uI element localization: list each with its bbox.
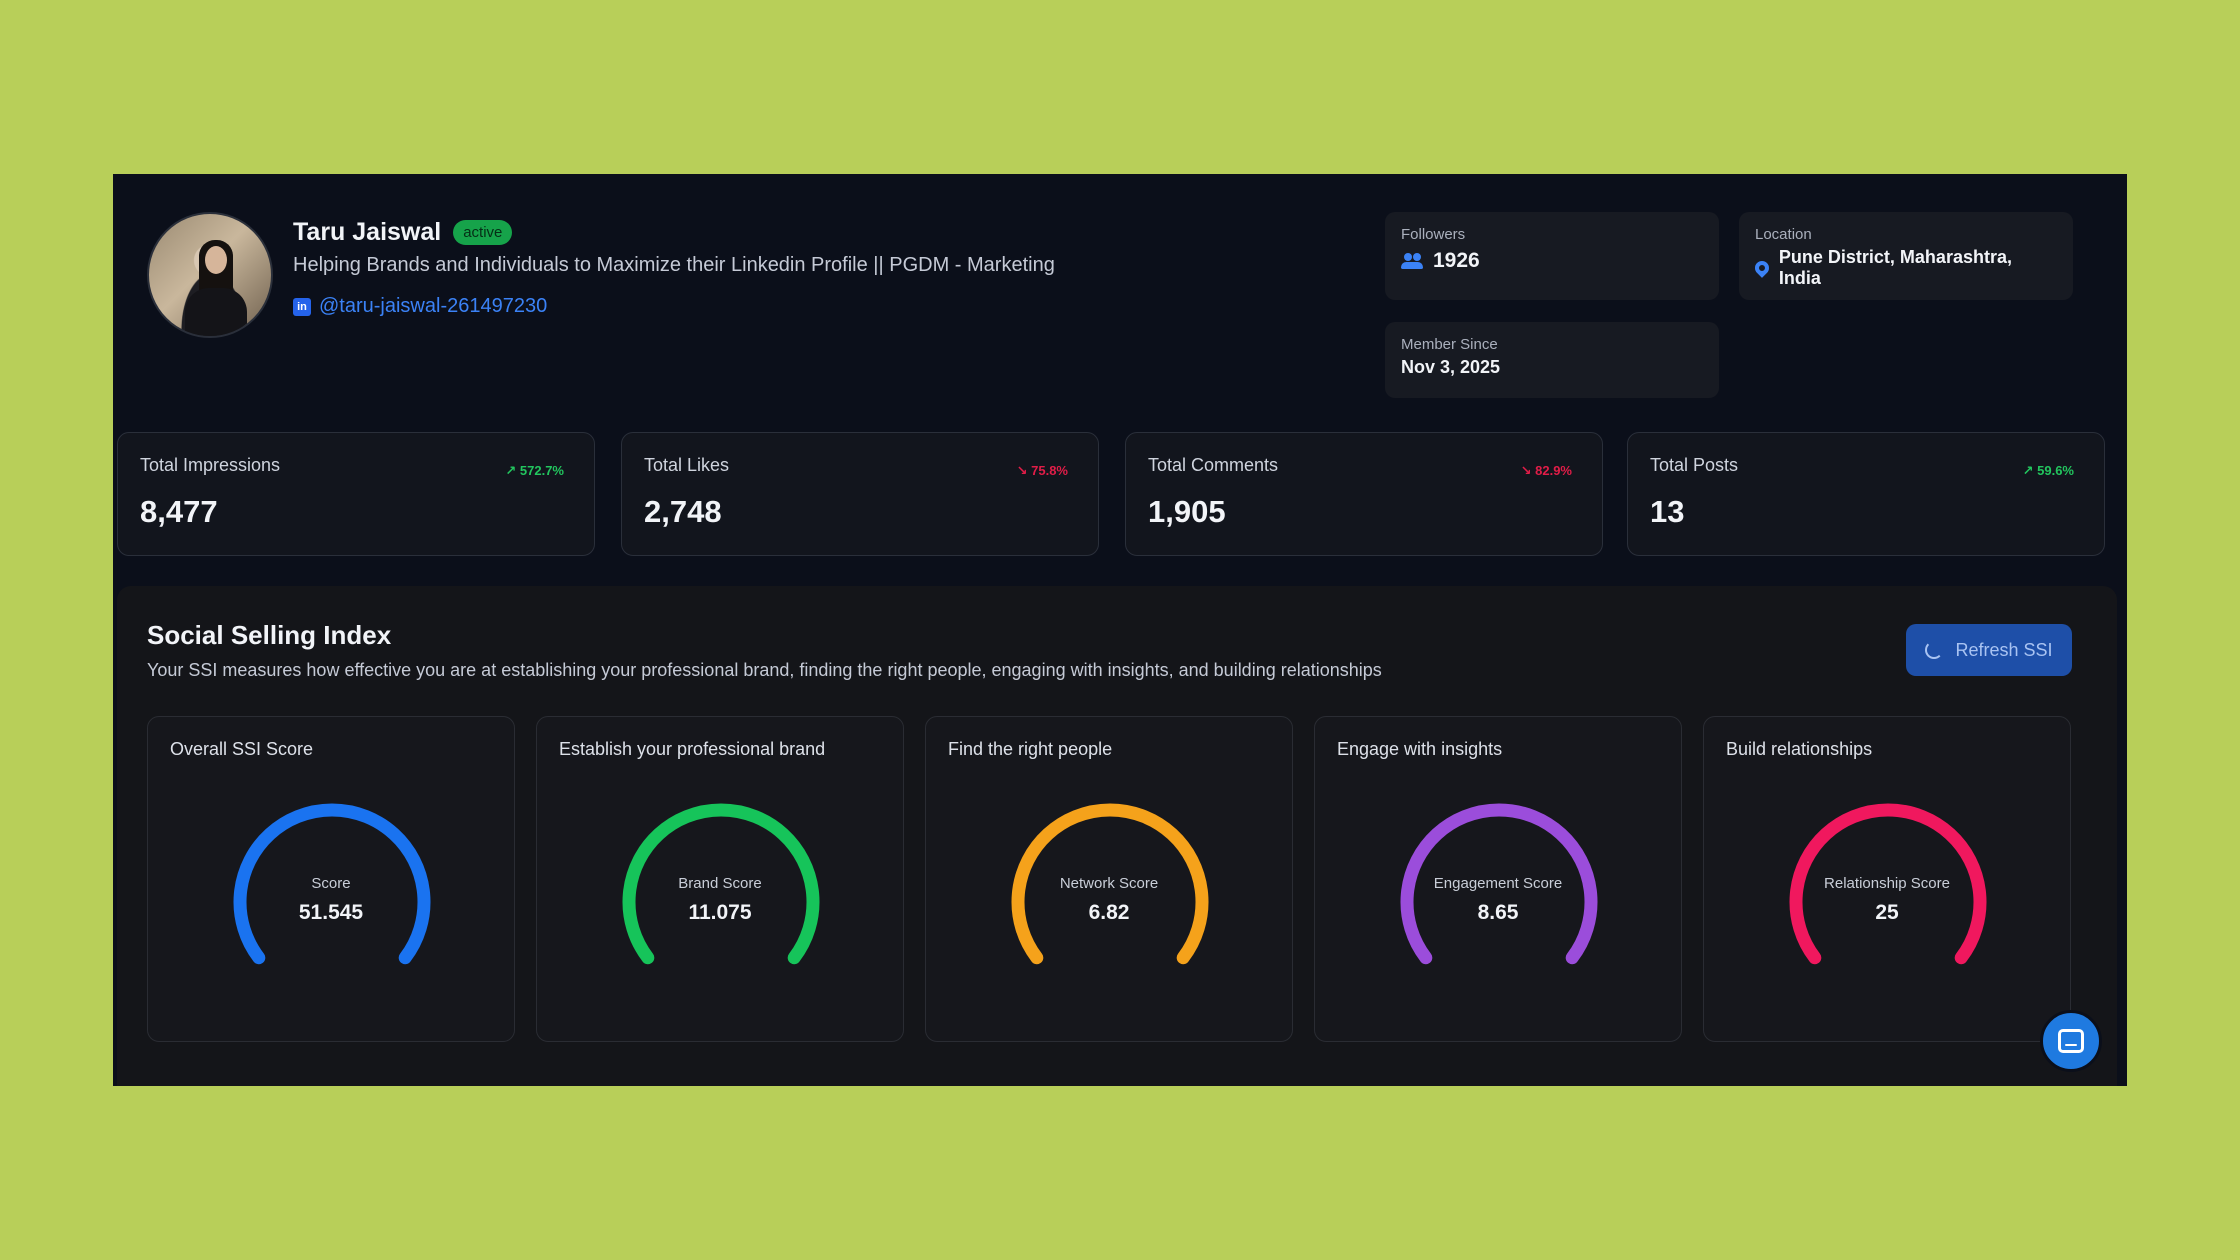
stat-label: Total Impressions bbox=[140, 455, 281, 475]
gauge-label: Engagement Score bbox=[1433, 875, 1563, 892]
followers-card: Followers 1926 bbox=[1385, 212, 1719, 300]
refresh-ssi-button[interactable]: Refresh SSI bbox=[1906, 624, 2072, 676]
stat-value: 2,748 bbox=[644, 494, 722, 529]
stat-value: 1,905 bbox=[1148, 494, 1226, 529]
location-value: Pune District, Maharashtra, India bbox=[1778, 247, 2012, 288]
stat-delta: ↘ 75.8% bbox=[1016, 463, 1068, 478]
gauge-arc-network bbox=[1011, 803, 1209, 965]
users-icon bbox=[1401, 253, 1423, 269]
stat-label: Total Posts bbox=[1650, 455, 1739, 475]
gauge-arc-relationship bbox=[1789, 803, 1987, 965]
profile-handle-link[interactable]: @taru-jaiswal-261497230 bbox=[319, 295, 548, 317]
followers-value-row: 1926 bbox=[1401, 249, 1703, 273]
gauge-label: Relationship Score bbox=[1824, 875, 1950, 892]
chat-icon bbox=[2058, 1029, 2084, 1053]
gauge-label: Score bbox=[311, 875, 351, 892]
stat-value: 13 bbox=[1650, 494, 1685, 529]
ssi-title: Social Selling Index bbox=[147, 620, 392, 650]
gauge-arc bbox=[1789, 803, 1987, 965]
location-card: Location Pune District, Maharashtra, Ind… bbox=[1739, 212, 2073, 300]
gauge-arc bbox=[233, 803, 431, 965]
gauge-label: Brand Score bbox=[678, 875, 762, 892]
followers-label: Followers bbox=[1401, 226, 1466, 243]
followers-value: 1926 bbox=[1433, 249, 1480, 272]
member-since-label: Member Since bbox=[1401, 336, 1498, 353]
profile-name: Taru Jaiswal bbox=[293, 218, 442, 246]
gauge-arc-overall bbox=[233, 803, 431, 965]
gauge-arc bbox=[622, 803, 820, 965]
stat-card-likes: Total Likes 2,748 ↘ 75.8% bbox=[621, 432, 1099, 556]
gauge-card-brand: Establish your professional brand Brand … bbox=[536, 716, 904, 1042]
gauge-title: Engage with insights bbox=[1337, 739, 1503, 759]
stat-value: 8,477 bbox=[140, 494, 218, 529]
stat-delta: ↘ 82.9% bbox=[1520, 463, 1572, 478]
gauge-card-overall: Overall SSI Score Score 51.545 bbox=[147, 716, 515, 1042]
gauge-value: 51.545 bbox=[298, 901, 364, 924]
gauge-value: 6.82 bbox=[1088, 901, 1130, 924]
profile-avatar bbox=[147, 212, 273, 338]
chat-button[interactable] bbox=[2040, 1010, 2102, 1072]
gauge-arc bbox=[1011, 803, 1209, 965]
gauge-title: Overall SSI Score bbox=[170, 739, 314, 759]
refresh-ssi-label: Refresh SSI bbox=[1955, 639, 2053, 660]
stat-card-posts: Total Posts 13 ↗ 59.6% bbox=[1627, 432, 2105, 556]
map-pin-icon bbox=[1752, 258, 1772, 278]
gauge-value: 8.65 bbox=[1477, 901, 1519, 924]
profile-name-row: Taru Jaiswal active bbox=[293, 218, 513, 247]
location-label: Location bbox=[1755, 226, 1812, 243]
gauge-title: Establish your professional brand bbox=[559, 739, 826, 759]
stat-delta: ↗ 59.6% bbox=[2022, 463, 2074, 478]
gauge-title: Build relationships bbox=[1726, 739, 1873, 759]
location-value-row: Pune District, Maharashtra, India bbox=[1752, 247, 2057, 289]
gauge-arc-engagement bbox=[1400, 803, 1598, 965]
gauge-arc-brand bbox=[622, 803, 820, 965]
profile-link[interactable]: in @taru-jaiswal-261497230 bbox=[293, 295, 547, 318]
member-since-value: Nov 3, 2025 bbox=[1401, 357, 1501, 377]
stat-label: Total Likes bbox=[644, 455, 730, 475]
gauge-title: Find the right people bbox=[948, 739, 1113, 759]
linkedin-icon: in bbox=[293, 297, 311, 316]
member-since-card: Member Since Nov 3, 2025 bbox=[1385, 322, 1719, 398]
stat-label: Total Comments bbox=[1148, 455, 1279, 475]
gauge-value: 25 bbox=[1875, 901, 1899, 924]
ssi-description: Your SSI measures how effective you are … bbox=[147, 660, 1382, 680]
gauge-arc bbox=[1400, 803, 1598, 965]
stat-card-comments: Total Comments 1,905 ↘ 82.9% bbox=[1125, 432, 1603, 556]
ssi-section: Social Selling Index Your SSI measures h… bbox=[117, 586, 2117, 1086]
gauge-label: Network Score bbox=[1059, 875, 1159, 892]
gauge-card-network: Find the right people Network Score 6.82 bbox=[925, 716, 1293, 1042]
spinner-icon bbox=[1925, 641, 1944, 659]
stat-delta: ↗ 572.7% bbox=[505, 463, 564, 478]
gauge-value: 11.075 bbox=[688, 901, 752, 924]
stat-card-impressions: Total Impressions 8,477 ↗ 572.7% bbox=[117, 432, 595, 556]
dashboard-window: Taru Jaiswal active Helping Brands and I… bbox=[113, 174, 2127, 1086]
profile-headline: Helping Brands and Individuals to Maximi… bbox=[293, 254, 1055, 276]
gauge-card-relationship: Build relationships Relationship Score 2… bbox=[1703, 716, 2071, 1042]
status-badge: active bbox=[453, 220, 513, 245]
gauge-card-engagement: Engage with insights Engagement Score 8.… bbox=[1314, 716, 1682, 1042]
